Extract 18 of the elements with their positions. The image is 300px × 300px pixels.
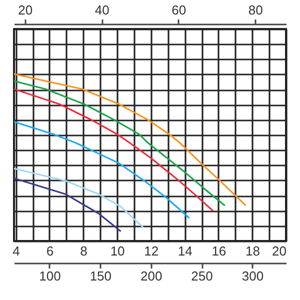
x-tick-label: 14: [178, 244, 192, 258]
x-tick-label: 12: [144, 244, 159, 258]
x2-tick-label: 40: [94, 2, 110, 18]
text: 300: [242, 268, 264, 284]
x2-tick-label: 60: [172, 2, 186, 18]
x-tick-label: 4: [12, 244, 20, 258]
x-tick-label: 20: [272, 244, 286, 258]
x-tick-label: 16: [212, 244, 226, 258]
x-tick-label: 10: [110, 244, 125, 258]
text: 200: [140, 268, 162, 284]
text: 100: [39, 268, 61, 284]
x2-tick-label: 80: [248, 2, 263, 18]
text: 250: [191, 268, 213, 284]
text: 150: [90, 268, 112, 284]
x-tick-label: 8: [80, 244, 88, 258]
x-tick-label: 6: [46, 244, 54, 258]
x2-tick-label: 20: [18, 2, 33, 18]
x-tick-label: 18: [245, 244, 260, 258]
